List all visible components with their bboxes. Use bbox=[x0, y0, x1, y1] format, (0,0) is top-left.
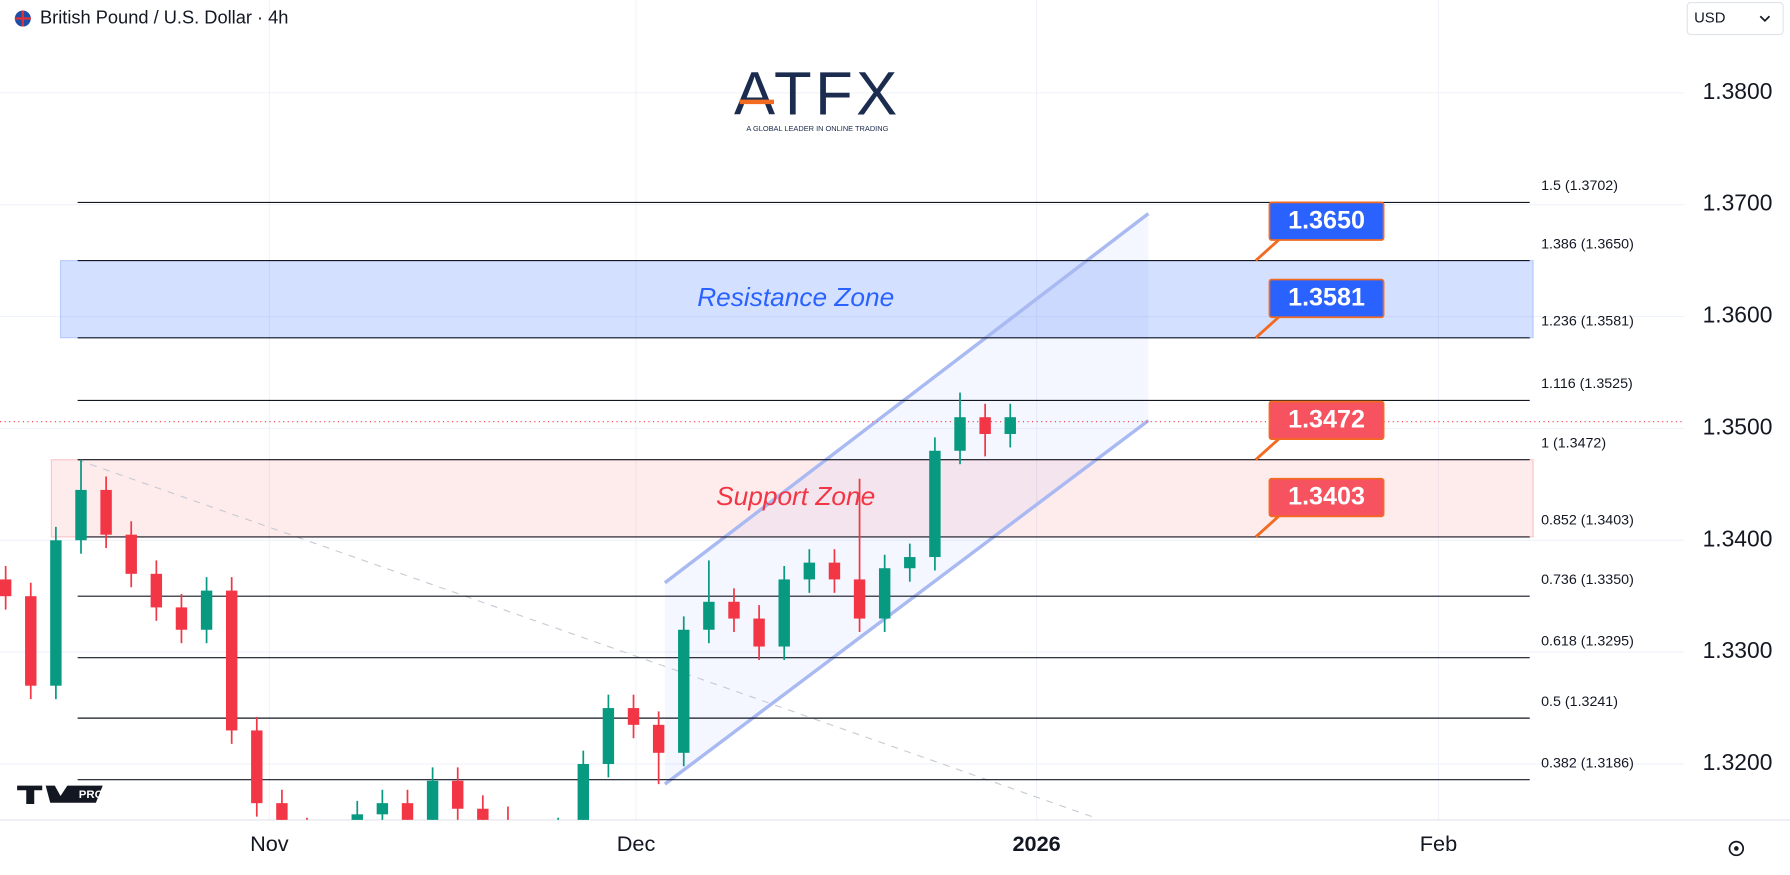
candle-body bbox=[627, 708, 640, 725]
callout-pointer bbox=[1254, 515, 1280, 538]
tv-logo bbox=[17, 785, 103, 804]
symbol-title: British Pound / U.S. Dollar · 4h bbox=[40, 6, 289, 27]
candle-body bbox=[0, 579, 12, 597]
settings-dot bbox=[1734, 846, 1739, 851]
callout-box bbox=[1268, 201, 1385, 241]
trendline bbox=[77, 459, 1093, 818]
fib-label: 1.236 (1.3581) bbox=[1541, 314, 1634, 330]
callout-label: 1.3403 bbox=[1288, 483, 1365, 511]
fib-label: 0.5 (1.3241) bbox=[1541, 694, 1618, 710]
y-tick-label: 1.3500 bbox=[1703, 413, 1773, 439]
zone-label: Resistance Zone bbox=[697, 282, 894, 312]
candle-body bbox=[803, 562, 816, 580]
x-tick-label: Nov bbox=[250, 831, 289, 856]
candle-body bbox=[175, 607, 188, 630]
candle-body bbox=[728, 601, 740, 619]
fib-label: 1 (1.3472) bbox=[1541, 435, 1606, 451]
candle-body bbox=[50, 540, 62, 686]
callout-pointer bbox=[1254, 438, 1280, 461]
candle-body bbox=[853, 579, 866, 619]
y-tick-label: 1.3300 bbox=[1703, 637, 1773, 663]
candle-body bbox=[75, 489, 87, 541]
callout-box bbox=[1268, 278, 1385, 319]
candle-body bbox=[778, 579, 790, 647]
candle-body bbox=[577, 763, 590, 820]
fib-label: 1.5 (1.3702) bbox=[1541, 178, 1618, 194]
candle-body bbox=[1004, 417, 1016, 434]
candle-body bbox=[25, 596, 37, 686]
candle-body bbox=[100, 489, 112, 535]
candle-body bbox=[678, 629, 690, 753]
channel-line bbox=[663, 419, 1150, 786]
candle-body bbox=[351, 814, 363, 820]
settings-icon[interactable] bbox=[1728, 840, 1745, 857]
currency-label[interactable]: USD bbox=[1694, 10, 1725, 26]
candle-body bbox=[426, 780, 439, 820]
fib-label: 0.618 (1.3295) bbox=[1541, 634, 1634, 650]
candle-body bbox=[150, 573, 163, 608]
candle-body bbox=[401, 803, 414, 820]
candle-body bbox=[276, 803, 288, 820]
zone-label: Support Zone bbox=[716, 481, 875, 511]
callout-pointer bbox=[1254, 316, 1280, 339]
candle-body bbox=[979, 417, 991, 434]
candle-body bbox=[929, 450, 941, 558]
brand-logo: ATFX bbox=[734, 60, 901, 129]
candle-body bbox=[753, 618, 765, 647]
fib-label: 1.386 (1.3650) bbox=[1541, 236, 1634, 252]
x-tick-label: 2026 bbox=[1012, 831, 1060, 856]
candle-body bbox=[376, 803, 389, 815]
fib-label: 0.736 (1.3350) bbox=[1541, 572, 1634, 588]
y-tick-label: 1.3200 bbox=[1703, 749, 1773, 775]
tv-badge: PRO bbox=[79, 789, 104, 801]
candle-body bbox=[904, 557, 916, 569]
candle-body bbox=[251, 730, 263, 804]
candle-body bbox=[200, 590, 213, 630]
callout-label: 1.3472 bbox=[1288, 406, 1365, 434]
brand-tagline: A GLOBAL LEADER IN ONLINE TRADING bbox=[746, 124, 888, 133]
dropdown-arrow bbox=[1759, 15, 1771, 23]
callout-box bbox=[1268, 477, 1385, 518]
fib-label: 0.852 (1.3403) bbox=[1541, 513, 1634, 529]
callout-pointer bbox=[1254, 238, 1280, 262]
y-tick-label: 1.3600 bbox=[1703, 302, 1773, 328]
candle-body bbox=[828, 562, 841, 580]
flag-cross bbox=[14, 10, 31, 27]
currency-select[interactable] bbox=[1686, 1, 1784, 36]
channel-line bbox=[663, 212, 1150, 585]
x-tick-label: Feb bbox=[1420, 831, 1457, 856]
candle-body bbox=[452, 780, 464, 809]
x-tick-label: Dec bbox=[617, 831, 656, 856]
candle-body bbox=[602, 708, 615, 764]
candle-body bbox=[477, 808, 489, 820]
candle-body bbox=[954, 417, 966, 451]
callout-label: 1.3581 bbox=[1288, 284, 1365, 312]
fib-label: 0.382 (1.3186) bbox=[1541, 755, 1634, 771]
y-tick-label: 1.3400 bbox=[1703, 525, 1773, 551]
candle-body bbox=[125, 534, 137, 574]
callout-box bbox=[1268, 400, 1385, 441]
y-tick-label: 1.3800 bbox=[1703, 78, 1773, 104]
fib-label: 1.116 (1.3525) bbox=[1541, 376, 1633, 392]
candle-body bbox=[878, 568, 891, 619]
candle-body bbox=[703, 601, 715, 630]
y-tick-label: 1.3700 bbox=[1703, 190, 1773, 216]
candle-body bbox=[652, 724, 665, 753]
callout-label: 1.3650 bbox=[1288, 206, 1365, 234]
candle-body bbox=[225, 590, 238, 731]
